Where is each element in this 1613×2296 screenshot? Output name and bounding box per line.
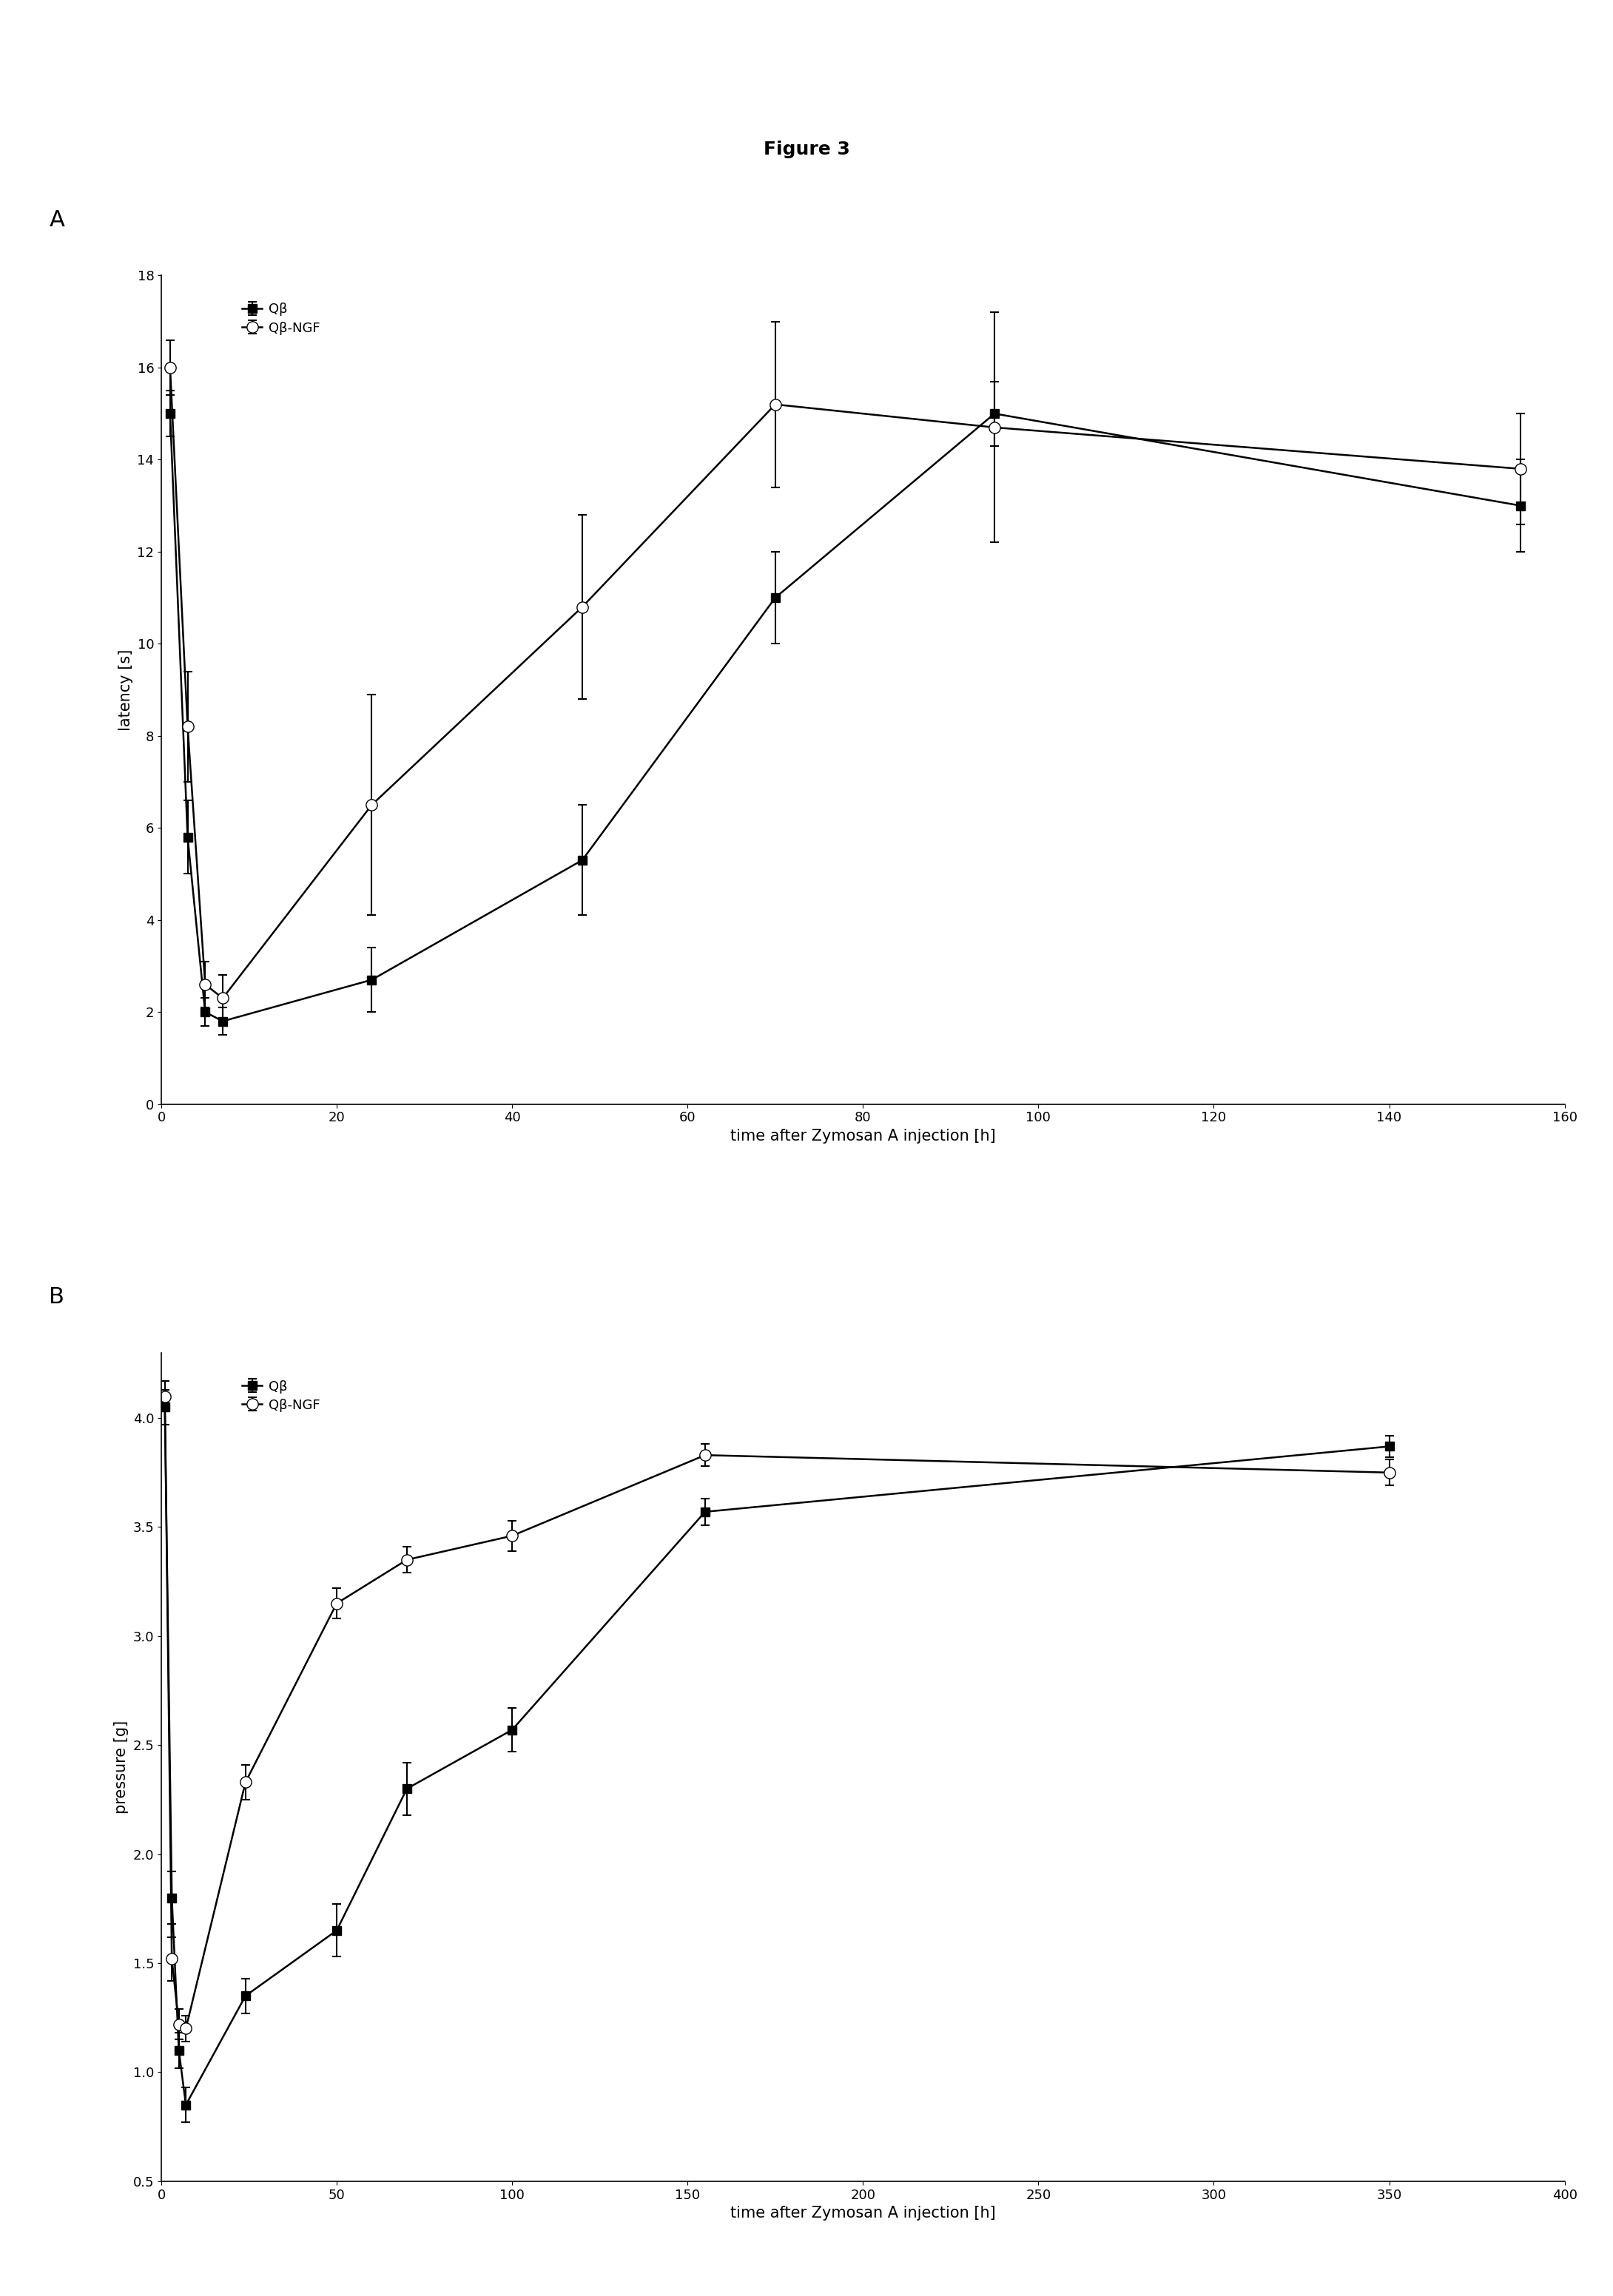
Y-axis label: pressure [g]: pressure [g] — [115, 1720, 129, 1814]
X-axis label: time after Zymosan A injection [h]: time after Zymosan A injection [h] — [731, 2206, 995, 2220]
X-axis label: time after Zymosan A injection [h]: time after Zymosan A injection [h] — [731, 1130, 995, 1143]
Text: Figure 3: Figure 3 — [763, 140, 850, 158]
Legend: Qβ, Qβ-NGF: Qβ, Qβ-NGF — [239, 1375, 324, 1417]
Y-axis label: latency [s]: latency [s] — [118, 650, 132, 730]
Text: B: B — [48, 1286, 65, 1309]
Legend: Qβ, Qβ-NGF: Qβ, Qβ-NGF — [239, 298, 324, 340]
Text: A: A — [48, 209, 65, 230]
